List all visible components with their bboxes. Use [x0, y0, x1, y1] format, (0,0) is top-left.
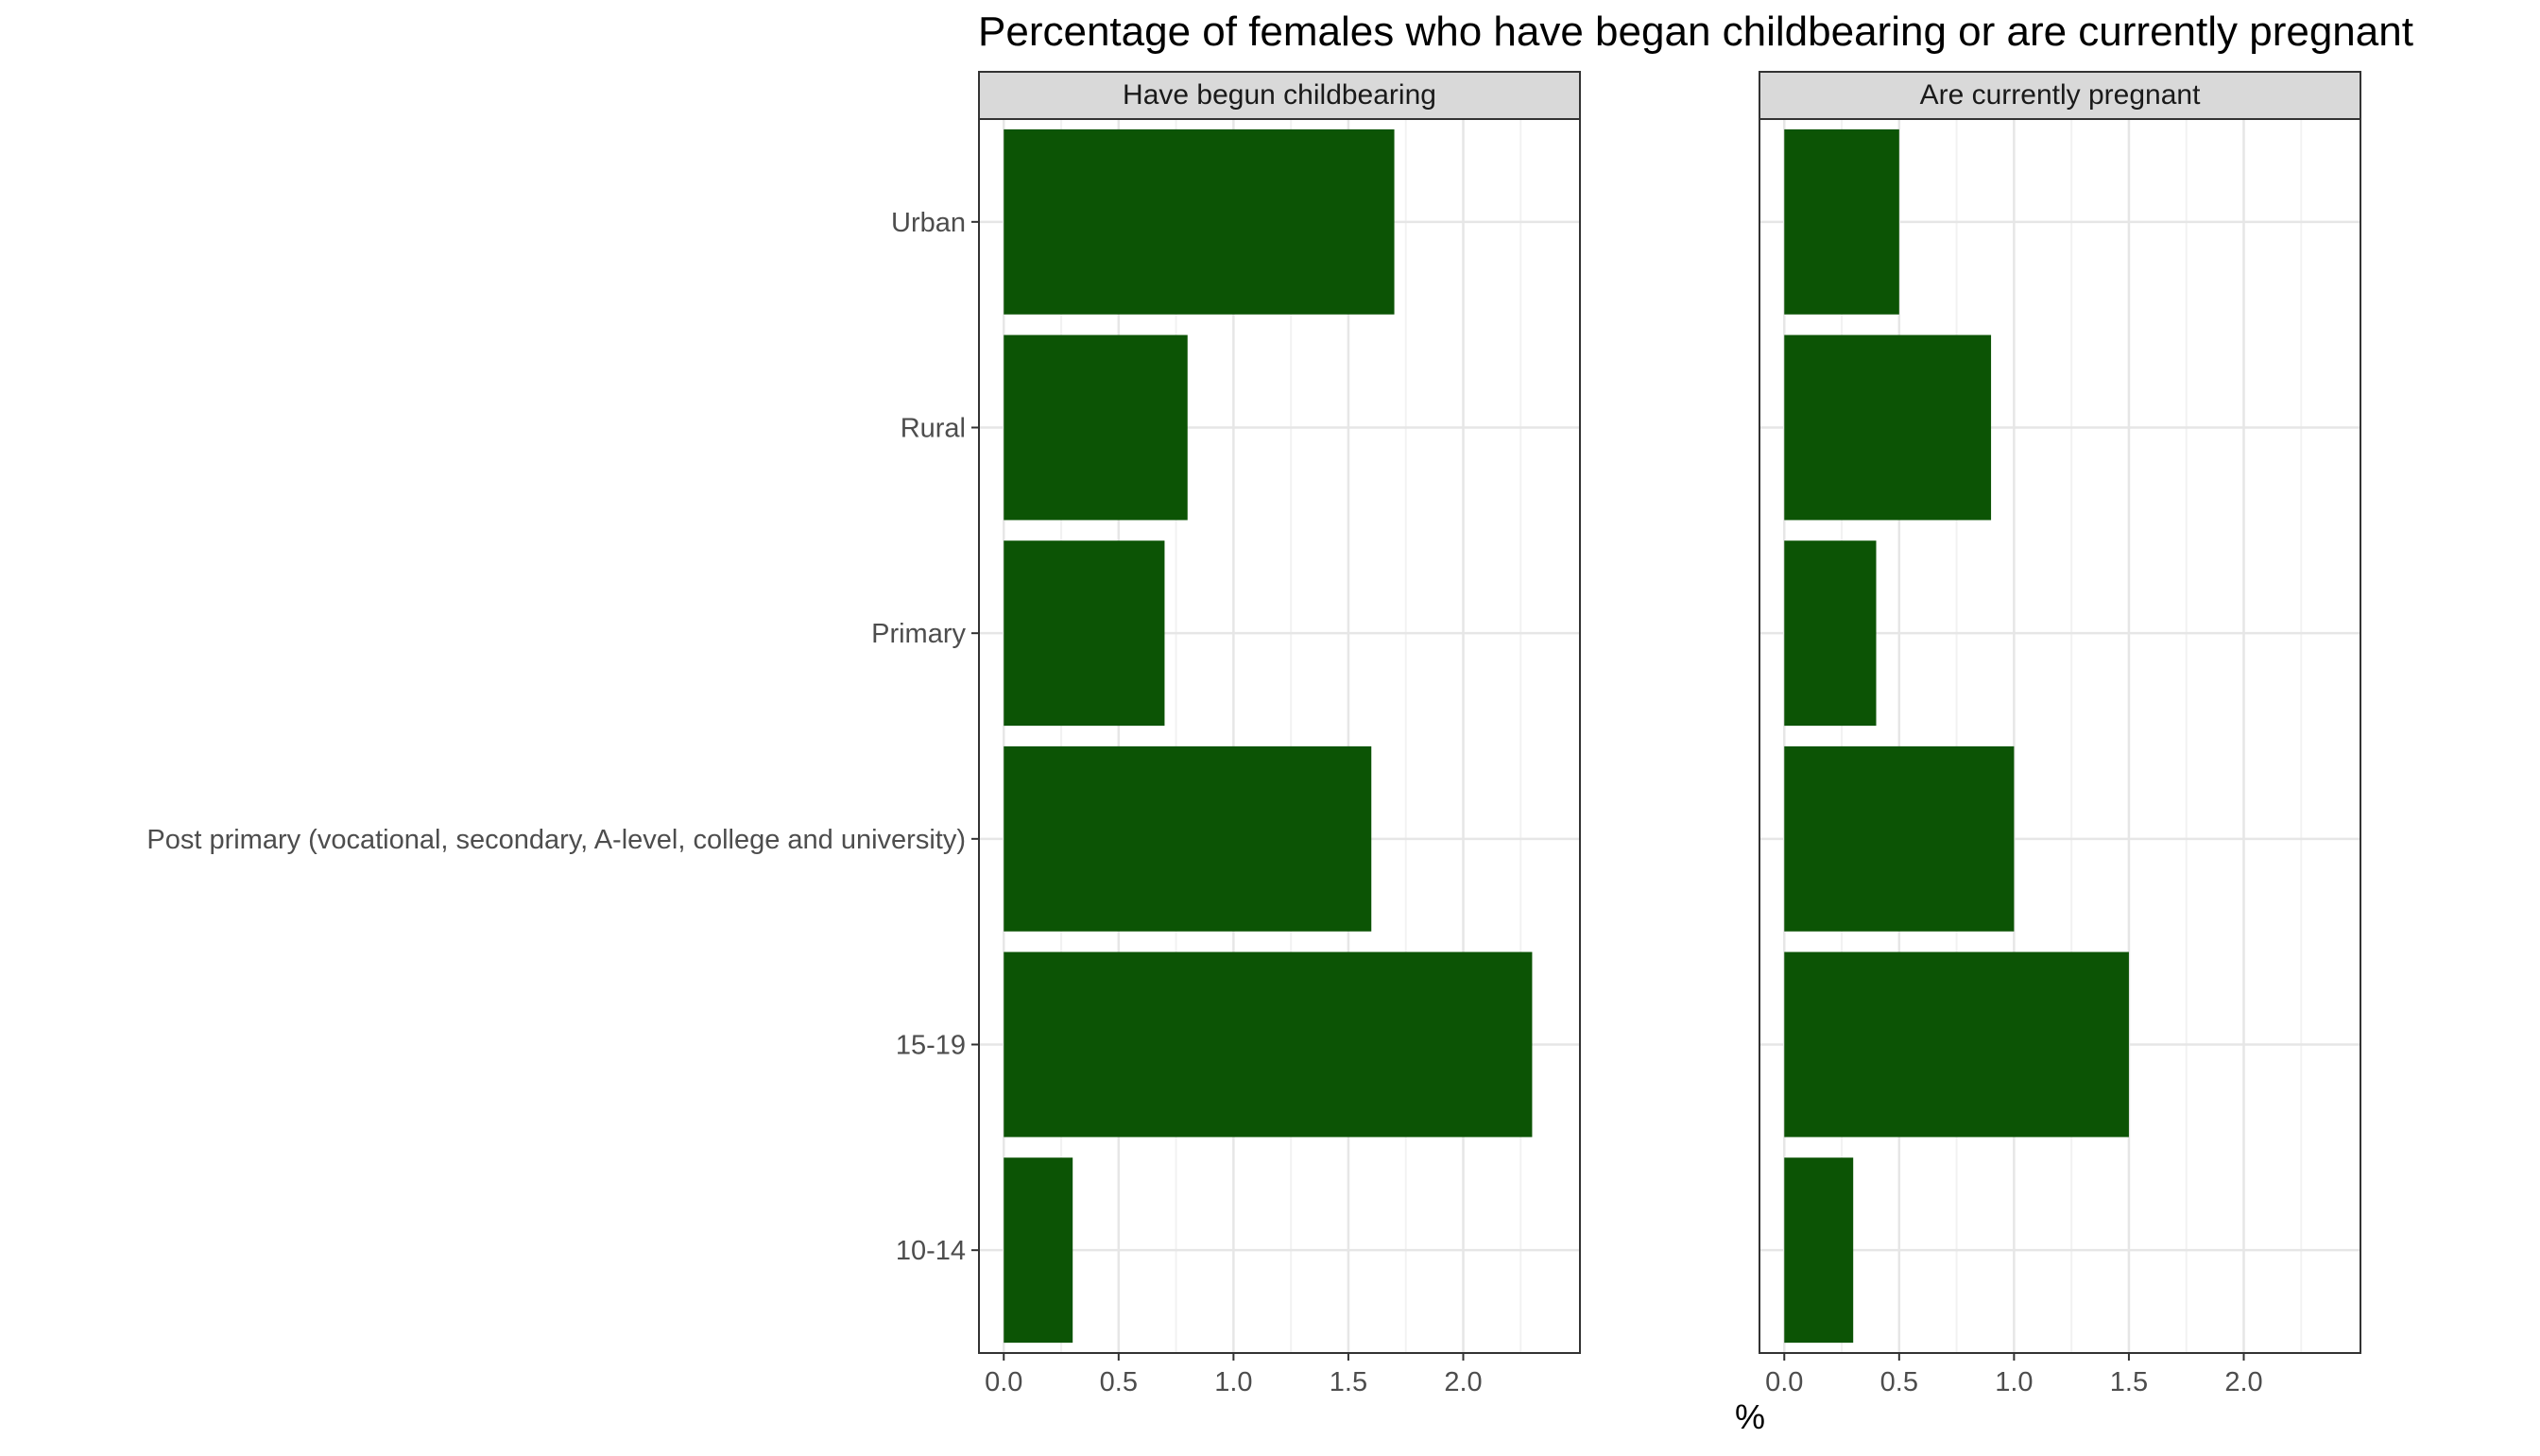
x-tick-label: 0.5: [1880, 1367, 1918, 1397]
y-category-label: 15-19: [896, 1031, 966, 1061]
x-tick-label: 1.5: [2110, 1367, 2148, 1397]
bar: [1004, 128, 1395, 315]
bar: [1784, 745, 2015, 932]
bar: [1004, 951, 1533, 1138]
x-tick-label: 2.0: [1444, 1367, 1482, 1397]
bar: [1004, 745, 1372, 932]
x-tick-label: 1.0: [1214, 1367, 1252, 1397]
y-category-label: 10-14: [896, 1236, 966, 1266]
facet-strip: [1759, 71, 2361, 120]
x-tick-label: 1.5: [1330, 1367, 1367, 1397]
y-category-label: Post primary (vocational, secondary, A-l…: [146, 825, 966, 855]
facet-strip-label: Have begun childbearing: [1123, 79, 1436, 111]
facet-strip: [978, 71, 1581, 120]
bar: [1784, 128, 1899, 315]
bar: [1004, 334, 1188, 521]
bar: [1784, 951, 2129, 1138]
facet-strip-label: Are currently pregnant: [1920, 79, 2201, 111]
bar: [1784, 334, 1992, 521]
x-tick-label: 2.0: [2224, 1367, 2262, 1397]
x-axis-title: %: [1735, 1397, 1765, 1436]
y-category-label: Primary: [871, 619, 966, 649]
chart-title: Percentage of females who have began chi…: [978, 9, 2413, 55]
y-category-label: Urban: [891, 208, 966, 238]
bar: [1784, 540, 1877, 727]
panel-background: [1759, 119, 2360, 1353]
x-tick-label: 0.5: [1100, 1367, 1138, 1397]
x-tick-label: 0.0: [1765, 1367, 1803, 1397]
bar: [1004, 1157, 1073, 1344]
y-category-label: Rural: [901, 414, 966, 444]
x-tick-label: 0.0: [985, 1367, 1022, 1397]
panel-background: [979, 119, 1580, 1353]
bar: [1784, 1157, 1854, 1344]
x-tick-label: 1.0: [1995, 1367, 2033, 1397]
bar: [1004, 540, 1165, 727]
